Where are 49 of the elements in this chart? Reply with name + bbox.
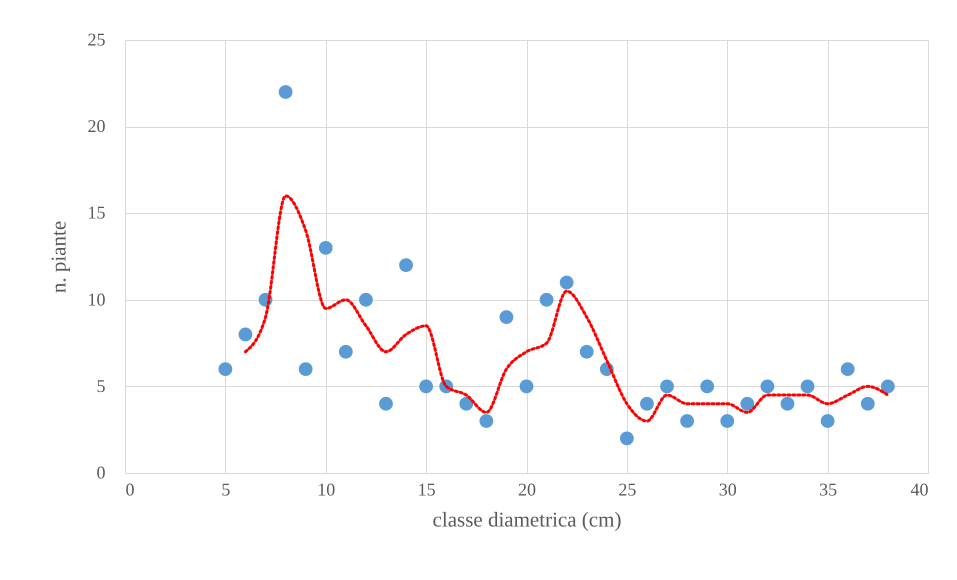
point <box>278 85 292 99</box>
point <box>700 380 714 394</box>
point <box>660 380 674 394</box>
y-tick-label: 25 <box>88 30 106 50</box>
point <box>238 328 252 342</box>
y-tick-label: 20 <box>88 116 106 136</box>
y-tick-label: 15 <box>88 202 106 223</box>
point <box>479 414 494 428</box>
line-series <box>244 194 890 423</box>
x-tick-label: 20 <box>518 480 536 500</box>
point <box>338 344 353 359</box>
point <box>680 414 694 428</box>
x-tick-label: 15 <box>418 480 436 500</box>
point <box>379 396 393 411</box>
point <box>560 276 574 290</box>
x-axis-title: classe diametrica (cm) <box>432 508 622 532</box>
point <box>840 362 855 376</box>
point <box>459 396 474 411</box>
x-tick-label: 25 <box>618 480 636 500</box>
point <box>780 396 794 411</box>
point <box>540 292 554 307</box>
point <box>318 240 333 255</box>
point <box>580 344 594 359</box>
point <box>298 362 313 376</box>
point <box>880 380 895 394</box>
point <box>500 310 514 324</box>
y-tick-label: 5 <box>96 376 106 396</box>
point <box>740 396 754 411</box>
x-tick-label: 10 <box>317 480 336 500</box>
point <box>800 380 814 394</box>
point <box>860 396 875 411</box>
x-tick-label: 40 <box>910 480 928 500</box>
point <box>419 380 434 394</box>
y-tick-label: 0 <box>96 462 106 482</box>
x-tick-label: 5 <box>221 480 230 500</box>
point <box>760 380 774 394</box>
x-tick-label: 30 <box>718 480 737 500</box>
point <box>218 362 232 376</box>
x-tick-label: 35 <box>819 480 838 500</box>
y-axis-title: n. piante <box>46 220 70 294</box>
y-tick-label: 10 <box>88 289 106 310</box>
point <box>820 414 835 428</box>
x-tick-label: 0 <box>126 480 134 500</box>
point <box>399 258 413 272</box>
point <box>359 292 373 307</box>
point <box>640 396 654 411</box>
point <box>620 431 634 446</box>
point <box>720 414 734 428</box>
point <box>520 380 534 394</box>
